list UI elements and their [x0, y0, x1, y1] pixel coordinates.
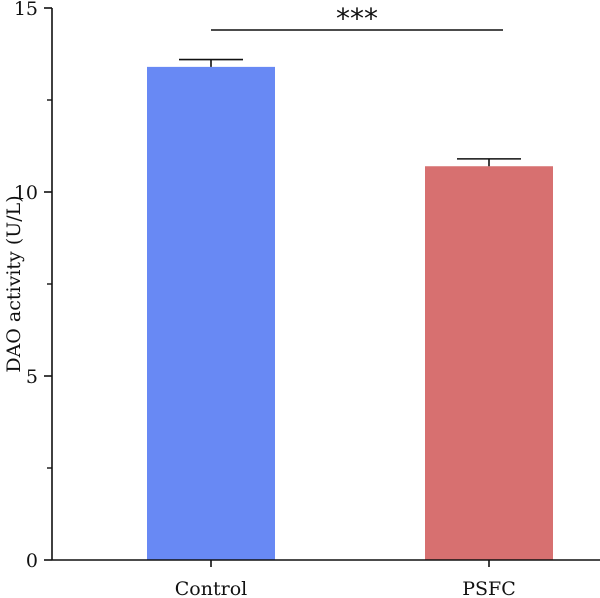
x-tick-label-psfc: PSFC	[462, 578, 516, 598]
bar-control	[147, 66, 275, 560]
y-axis-title: DAO activity (U/L)	[3, 195, 25, 372]
y-tick-label-0: 0	[26, 550, 38, 572]
bar-psfc	[425, 166, 553, 561]
y-tick-label-15: 15	[14, 0, 38, 20]
x-tick-label-control: Control	[175, 578, 247, 598]
significance-label: ***	[336, 2, 378, 35]
y-tick-label-5: 5	[26, 366, 38, 388]
y-tick-label-10: 10	[14, 182, 38, 204]
plot-area: Control PSFC 0 5 10 15 ***	[14, 0, 600, 598]
